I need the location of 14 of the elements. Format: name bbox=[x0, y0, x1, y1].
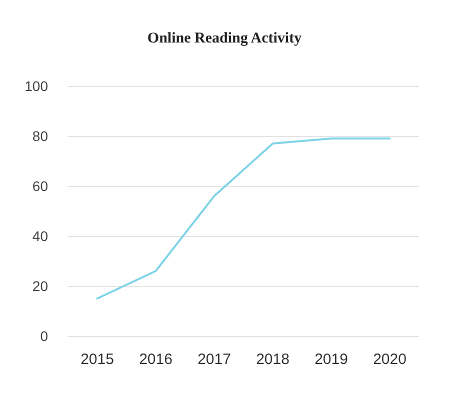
x-tick-label: 2015 bbox=[80, 351, 114, 368]
y-tick-label: 0 bbox=[40, 328, 48, 344]
chart-title: Online Reading Activity bbox=[147, 30, 302, 46]
x-tick-label: 2019 bbox=[314, 351, 348, 368]
x-tick-label: 2017 bbox=[198, 351, 231, 368]
x-tick-label: 2018 bbox=[256, 351, 290, 368]
y-tick-label: 60 bbox=[32, 178, 48, 194]
y-tick-label: 20 bbox=[32, 278, 48, 294]
x-tick-label: 2020 bbox=[373, 351, 406, 368]
y-tick-label: 40 bbox=[32, 228, 48, 244]
y-tick-label: 80 bbox=[32, 128, 48, 144]
x-tick-label: 2016 bbox=[139, 351, 172, 368]
y-tick-label: 100 bbox=[24, 78, 48, 94]
line-series bbox=[96, 138, 391, 300]
